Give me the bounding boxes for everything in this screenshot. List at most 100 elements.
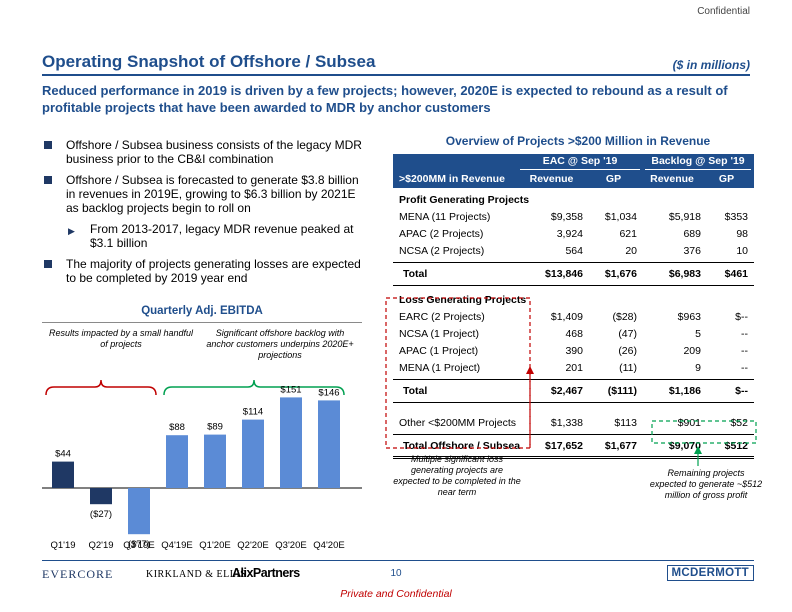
chart-data-label: $89 — [207, 422, 223, 433]
loss-projects-note: Multiple significant loss generating pro… — [393, 454, 521, 497]
backlog-gp-cell: 98 — [736, 228, 748, 240]
chart-bar — [52, 461, 74, 488]
sub-bullet-text: From 2013-2017, legacy MDR revenue peake… — [90, 222, 354, 250]
footer-divider — [42, 560, 754, 561]
backlog-revenue-cell: $5,918 — [668, 211, 701, 223]
overview-title: Overview of Projects >$200 Million in Re… — [445, 134, 711, 148]
chart-data-label: $44 — [55, 449, 71, 460]
remaining-projects-note: Remaining projects expected to generate … — [649, 468, 763, 500]
overview-table: EAC @ Sep '19 Backlog @ Sep '19 >$200MM … — [393, 154, 754, 459]
chart-category-label: Q2'20E — [237, 540, 268, 551]
backlog-revenue-cell: 376 — [683, 245, 701, 257]
eac-revenue-cell: 390 — [565, 345, 583, 357]
chart-bar — [242, 419, 264, 488]
backlog-revenue-cell: 9 — [695, 362, 701, 374]
eac-revenue-cell: 564 — [565, 245, 583, 257]
eac-gp-cell: 20 — [625, 245, 637, 257]
ebitda-note-right: Significant offshore backlog with anchor… — [206, 328, 354, 360]
row-label: EARC (2 Projects) — [399, 311, 485, 323]
page-title: Operating Snapshot of Offshore / Subsea — [42, 52, 376, 71]
mcdermott-logo: MCDERMOTT — [666, 565, 754, 581]
bullet-text: The majority of projects generating loss… — [66, 257, 361, 285]
table-row: NCSA (2 Projects) 564 20 376 10 — [393, 243, 754, 260]
column-header-eac-revenue: Revenue — [529, 173, 574, 185]
backlog-revenue-cell: $963 — [677, 311, 701, 323]
chart-data-label: $88 — [169, 422, 185, 433]
row-label: MENA (1 Project) — [399, 362, 481, 374]
row-label: NCSA (1 Project) — [399, 328, 479, 340]
alixpartners-logo: AlixPartners — [232, 566, 300, 580]
loss-total-row: Total $2,467 ($111) $1,186 $-- — [393, 383, 754, 400]
chart-category-label: Q1'19 — [50, 540, 75, 551]
square-bullet-icon — [44, 176, 52, 184]
page-number: 10 — [390, 568, 402, 579]
backlog-revenue-cell: 209 — [683, 345, 701, 357]
backlog-gp-cell: $-- — [735, 385, 748, 397]
bullet-item: Offshore / Subsea business consists of t… — [42, 138, 362, 166]
triangle-bullet-icon: ▶ — [68, 226, 75, 236]
eac-gp-cell: (26) — [618, 345, 637, 357]
chart-data-label: $146 — [318, 387, 339, 398]
chart-category-label: Q3'20E — [275, 540, 306, 551]
eac-gp-cell: (47) — [618, 328, 637, 340]
row-label: MENA (11 Projects) — [399, 211, 491, 223]
chart-data-label: ($77) — [128, 539, 150, 550]
eac-gp-cell: $1,676 — [604, 268, 637, 280]
title-divider — [42, 74, 750, 76]
eac-revenue-cell: $17,652 — [545, 440, 583, 452]
backlog-callout-arrow-icon — [694, 446, 702, 454]
backlog-gp-cell: $353 — [724, 211, 748, 223]
eac-gp-cell: ($28) — [612, 311, 637, 323]
units-label: ($ in millions) — [672, 58, 750, 72]
column-header-backlog-revenue: Revenue — [650, 173, 694, 185]
total-label: Total Offshore / Subsea — [403, 440, 521, 452]
table-column-header: >$200MM in Revenue Revenue GP Revenue GP — [393, 171, 754, 188]
backlog-revenue-cell: $6,983 — [668, 268, 701, 280]
chart-category-label: Q4'19E — [161, 540, 192, 551]
backlog-gp-cell: -- — [741, 328, 748, 340]
ebitda-chart-title: Quarterly Adj. EBITDA — [141, 305, 263, 317]
eac-revenue-cell: $1,409 — [550, 311, 583, 323]
backlog-gp-cell: -- — [741, 362, 748, 374]
eac-gp-cell: ($111) — [607, 385, 637, 397]
chart-category-label: Q1'20E — [199, 540, 230, 551]
bullet-text: Offshore / Subsea business consists of t… — [66, 138, 362, 166]
total-label: Total — [403, 385, 428, 397]
kirkland-ellis-logo: KIRKLAND & ELLIS — [146, 569, 247, 580]
row-label: Other <$200MM Projects — [399, 417, 517, 429]
chart-bar — [128, 488, 150, 535]
bullet-item: The majority of projects generating loss… — [42, 257, 362, 285]
backlog-highlight-box — [651, 420, 757, 444]
column-header-eac-gp: GP — [605, 173, 622, 185]
other-projects-row: Other <$200MM Projects $1,338 $113 $901 … — [393, 415, 754, 432]
backlog-gp-cell: 10 — [736, 245, 748, 257]
table-group-header: EAC @ Sep '19 Backlog @ Sep '19 — [393, 154, 754, 171]
chart-category-label: Q4'20E — [313, 540, 344, 551]
ebitda-divider — [42, 322, 362, 323]
loss-section-label: Loss Generating Projects — [399, 294, 527, 306]
loss-projects-highlight-box — [385, 297, 531, 449]
square-bullet-icon — [44, 141, 52, 149]
column-header-category: >$200MM in Revenue — [399, 173, 505, 185]
eac-revenue-cell: 3,924 — [556, 228, 583, 240]
chart-bar — [166, 435, 188, 488]
right-bracket — [163, 379, 345, 396]
ebitda-chart: $44 Q1'19 ($27) Q2'19 ($77) Q3'19E $88 Q4'19E $8… — [42, 370, 372, 560]
chart-bar — [90, 488, 112, 505]
table-row: APAC (2 Projects) 3,924 621 689 98 — [393, 226, 754, 243]
confidential-label: Confidential — [697, 6, 750, 17]
sub-bullet-item: ▶ From 2013-2017, legacy MDR revenue pea… — [42, 222, 362, 250]
row-label: APAC (1 Project) — [399, 345, 479, 357]
table-row: EARC (2 Projects) $1,409 ($28) $963 $-- — [393, 309, 754, 326]
backlog-revenue-cell: 689 — [683, 228, 701, 240]
backlog-revenue-cell: 5 — [695, 328, 701, 340]
ebitda-chart-svg: $44 Q1'19 ($27) Q2'19 ($77)Q3'19E $88 Q4'19E $8… — [42, 379, 362, 551]
backlog-gp-cell: $461 — [724, 268, 748, 280]
private-confidential-label: Private and Confidential — [340, 588, 452, 600]
backlog-revenue-cell: $1,186 — [668, 385, 701, 397]
chart-data-label: $114 — [243, 407, 263, 418]
table-row: NCSA (1 Project) 468 (47) 5 -- — [393, 326, 754, 343]
bullet-list: Offshore / Subsea business consists of t… — [42, 138, 362, 292]
backlog-gp-cell: $512 — [724, 440, 748, 452]
